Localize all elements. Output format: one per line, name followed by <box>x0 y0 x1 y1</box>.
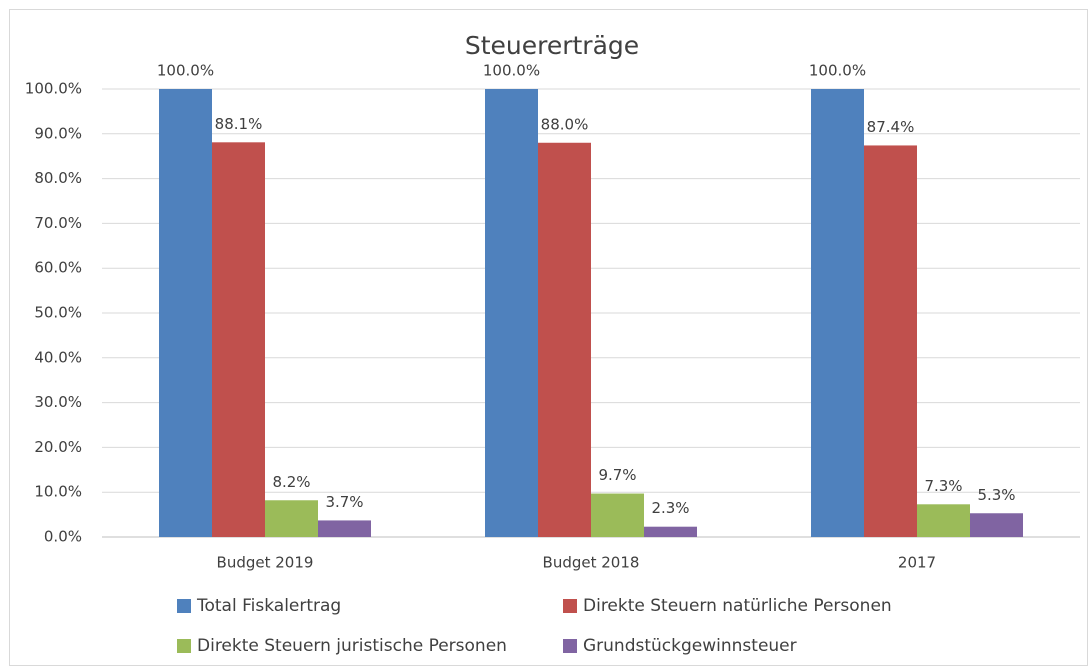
chart-title: Steuererträge <box>465 31 639 60</box>
y-tick-label: 0.0% <box>44 528 82 546</box>
bar <box>917 504 970 537</box>
y-tick-label: 100.0% <box>25 80 82 98</box>
bar <box>318 520 371 537</box>
y-tick-label: 70.0% <box>34 214 82 232</box>
legend-swatch <box>177 639 191 653</box>
legend-label: Direkte Steuern juristische Personen <box>197 636 507 656</box>
data-label: 7.3% <box>924 477 962 495</box>
y-tick-label: 50.0% <box>34 304 82 322</box>
data-label: 3.7% <box>325 493 363 511</box>
legend-label: Grundstückgewinnsteuer <box>583 636 797 656</box>
data-label: 100.0% <box>809 62 866 80</box>
y-tick-label: 10.0% <box>34 483 82 501</box>
data-label: 8.2% <box>272 473 310 491</box>
legend: Total Fiskalertrag Direkte Steuern natürl… <box>177 596 892 656</box>
x-tick-label: 2017 <box>898 554 936 572</box>
y-tick-label: 40.0% <box>34 348 82 366</box>
y-tick-label: 20.0% <box>34 438 82 456</box>
bar <box>212 142 265 537</box>
x-tick-label: Budget 2019 <box>217 554 314 572</box>
bar <box>644 526 697 537</box>
bar <box>265 500 318 537</box>
data-label: 2.3% <box>651 499 689 517</box>
data-label: 5.3% <box>977 486 1015 504</box>
bar <box>970 513 1023 537</box>
bar <box>485 89 538 537</box>
x-tick-label: Budget 2018 <box>543 554 640 572</box>
legend-swatch <box>563 639 577 653</box>
bar <box>864 145 917 537</box>
legend-label: Direkte Steuern natürliche Personen <box>583 596 892 616</box>
data-label: 100.0% <box>157 62 214 80</box>
bar <box>811 89 864 537</box>
bar <box>159 89 212 537</box>
legend-swatch <box>563 599 577 613</box>
legend-label: Total Fiskalertrag <box>196 596 341 616</box>
bar <box>538 142 591 537</box>
data-label: 87.4% <box>867 118 915 136</box>
y-tick-label: 30.0% <box>34 393 82 411</box>
data-label: 88.0% <box>541 115 589 133</box>
y-tick-label: 60.0% <box>34 259 82 277</box>
data-label: 88.1% <box>215 115 263 133</box>
y-tick-label: 80.0% <box>34 169 82 187</box>
data-label: 9.7% <box>598 466 636 484</box>
data-label: 100.0% <box>483 62 540 80</box>
y-tick-label: 90.0% <box>34 124 82 142</box>
bar <box>591 493 644 537</box>
legend-swatch <box>177 599 191 613</box>
